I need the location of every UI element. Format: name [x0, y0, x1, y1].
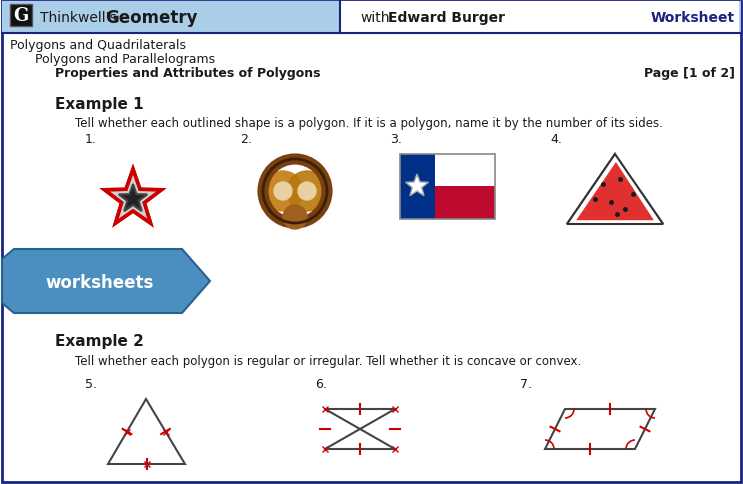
Text: Tell whether each outlined shape is a polygon. If it is a polygon, name it by th: Tell whether each outlined shape is a po…	[75, 117, 663, 130]
Polygon shape	[567, 155, 663, 225]
Text: 6.: 6.	[315, 378, 327, 391]
Text: 3.: 3.	[390, 133, 402, 146]
Circle shape	[298, 182, 316, 200]
FancyBboxPatch shape	[2, 2, 741, 34]
Polygon shape	[2, 249, 210, 313]
Text: 4.: 4.	[550, 133, 562, 146]
Polygon shape	[406, 175, 429, 197]
FancyBboxPatch shape	[435, 187, 495, 220]
Text: Edward Burger: Edward Burger	[388, 11, 505, 25]
Circle shape	[287, 172, 327, 212]
Circle shape	[263, 172, 303, 212]
FancyBboxPatch shape	[10, 5, 32, 27]
Text: Page [1 of 2]: Page [1 of 2]	[644, 67, 735, 80]
Text: Geometry: Geometry	[105, 9, 198, 27]
Text: with: with	[360, 11, 389, 25]
Text: Worksheet: Worksheet	[651, 11, 735, 25]
Text: 2.: 2.	[240, 133, 252, 146]
FancyBboxPatch shape	[435, 155, 495, 187]
FancyBboxPatch shape	[400, 155, 435, 220]
Text: 7.: 7.	[520, 378, 532, 391]
Text: Polygons and Quadrilaterals: Polygons and Quadrilaterals	[10, 39, 186, 52]
Text: worksheets: worksheets	[46, 273, 155, 291]
Text: Thinkwell's: Thinkwell's	[40, 11, 117, 25]
Text: Example 1: Example 1	[55, 97, 143, 112]
Text: Properties and Attributes of Polygons: Properties and Attributes of Polygons	[55, 67, 320, 80]
FancyBboxPatch shape	[340, 2, 739, 34]
Text: 5.: 5.	[85, 378, 97, 391]
Circle shape	[274, 182, 292, 200]
Polygon shape	[573, 160, 657, 223]
Text: Example 2: Example 2	[55, 334, 144, 349]
Text: 1.: 1.	[85, 133, 97, 146]
Polygon shape	[119, 184, 147, 212]
Polygon shape	[105, 170, 161, 224]
Text: Polygons and Parallelograms: Polygons and Parallelograms	[35, 53, 215, 66]
Circle shape	[283, 206, 307, 229]
Text: Tell whether each polygon is regular or irregular. Tell whether it is concave or: Tell whether each polygon is regular or …	[75, 355, 581, 368]
Text: G: G	[13, 7, 29, 25]
